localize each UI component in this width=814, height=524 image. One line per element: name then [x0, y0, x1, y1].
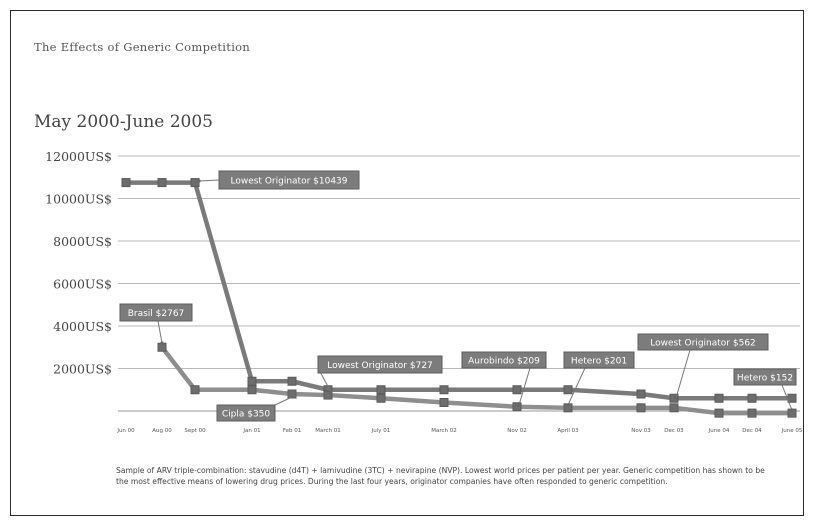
annotation-leader [781, 384, 793, 411]
annotation-leader [274, 396, 293, 406]
annotation-leader [675, 349, 691, 399]
annotation-leader-dot [160, 341, 164, 345]
series-line-1 [123, 180, 795, 401]
x-tick-label: Nov 03 [631, 428, 651, 434]
x-tick-label: Jan 01 [242, 428, 260, 434]
x-tick-label: Aug 00 [152, 428, 172, 434]
data-point [439, 398, 449, 407]
annotation-label: Lowest Originator $562 [650, 339, 756, 349]
annotation-box [637, 333, 769, 351]
data-point [747, 408, 757, 418]
data-point [714, 393, 724, 403]
annotation-leader-dot [674, 396, 678, 400]
annotation-label: Cipla $350 [222, 410, 271, 420]
data-point [157, 178, 167, 188]
data-point [439, 385, 449, 395]
annotation-box [317, 355, 443, 374]
x-tick-label: Dec 03 [664, 428, 684, 434]
annotation-leader-dot [517, 403, 521, 407]
x-tick-label: Jun 00 [116, 428, 135, 434]
x-tick-label: Nov 02 [507, 428, 526, 434]
annotation-label: Lowest Originator $727 [327, 361, 433, 371]
figure-title: The Effects of Generic Competition [34, 40, 251, 54]
figure-caption: Sample of ARV triple-combination: stavud… [116, 466, 765, 486]
y-tick-label: 12000US$ [45, 149, 112, 164]
annotation-box [461, 351, 547, 369]
figure-frame [10, 10, 804, 516]
data-point [636, 403, 646, 413]
x-tick-label: March 02 [431, 428, 457, 434]
x-tick-label: June 05 [781, 428, 803, 434]
data-point [190, 178, 200, 188]
data-point [512, 385, 522, 395]
annotation-leader-dot [566, 403, 570, 407]
data-point [563, 385, 573, 395]
annotation-leader [567, 367, 586, 406]
data-point [669, 403, 679, 413]
annotation-label: Aurobindo $209 [468, 357, 540, 367]
data-point [323, 390, 333, 400]
annotation-label: Hetero $152 [737, 374, 793, 384]
data-point [636, 389, 646, 399]
annotation-leader-dot [290, 395, 294, 399]
x-tick-label: Dec 04 [742, 428, 762, 434]
data-point [190, 385, 200, 395]
x-tick-label: June 04 [708, 428, 730, 434]
data-point [121, 178, 131, 188]
annotation-box [218, 170, 360, 190]
x-tick-label: Feb 01 [283, 428, 302, 434]
annotation-box [563, 351, 635, 369]
annotation-label: Brasil $2767 [128, 309, 185, 319]
annotation-box [216, 404, 276, 422]
x-tick-label: March 01 [315, 428, 341, 434]
annotation-leader [518, 367, 531, 406]
chart-title: May 2000-June 2005 [34, 112, 213, 132]
annotation-leader [157, 320, 163, 344]
x-tick-label: Sept 00 [184, 428, 206, 434]
x-tick-label: July 01 [371, 428, 391, 434]
x-tick-label: April 03 [557, 428, 579, 434]
data-point [376, 385, 386, 395]
annotation-box [119, 303, 193, 322]
series-line-2 [159, 345, 795, 416]
data-point [787, 393, 797, 403]
data-point [247, 376, 257, 386]
annotation-label: Lowest Originator $10439 [230, 177, 347, 187]
data-point [512, 402, 522, 412]
data-point [714, 408, 724, 418]
data-point [747, 393, 757, 403]
data-point [247, 385, 257, 395]
y-tick-label: 2000US$ [53, 362, 112, 377]
annotation-leader-dot [197, 179, 201, 183]
data-point [669, 393, 679, 403]
annotation-label: Hetero $201 [571, 357, 627, 367]
annotation-box [733, 368, 797, 386]
y-tick-label: 8000US$ [53, 234, 112, 249]
y-tick-label: 6000US$ [53, 277, 112, 292]
data-point [287, 376, 297, 386]
annotation-leader-dot [790, 408, 794, 412]
annotation-leader-dot [329, 390, 333, 394]
annotation-leader [198, 179, 220, 182]
y-tick-label: 4000US$ [53, 319, 112, 334]
data-point [376, 393, 386, 403]
y-tick-label: 10000US$ [45, 192, 112, 207]
